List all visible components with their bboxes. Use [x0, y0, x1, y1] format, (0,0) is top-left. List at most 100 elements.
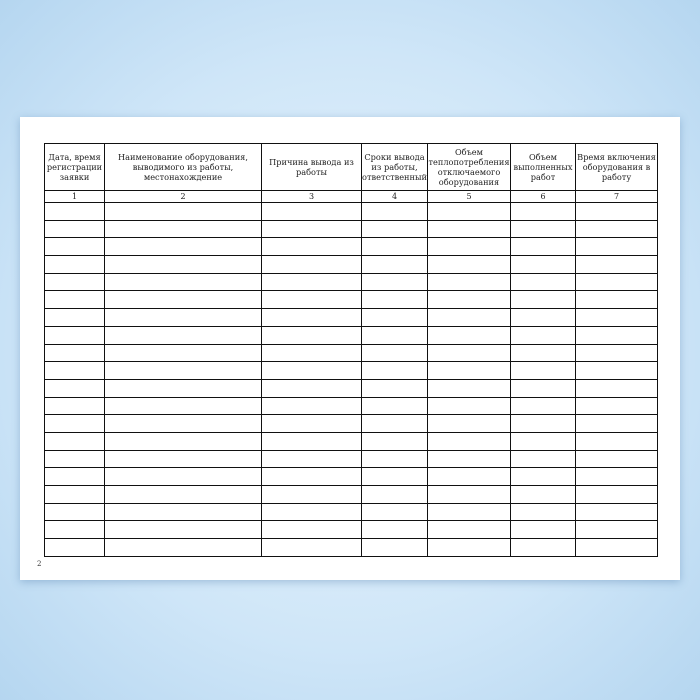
- empty-cell: [510, 414, 576, 433]
- empty-cell: [44, 467, 105, 486]
- column-number: 2: [104, 190, 262, 203]
- empty-cell: [427, 467, 511, 486]
- empty-cell: [361, 290, 428, 310]
- empty-cell: [510, 538, 576, 557]
- empty-cell: [44, 237, 105, 257]
- empty-cell: [261, 255, 362, 274]
- empty-cell: [261, 219, 362, 239]
- empty-cell: [44, 202, 105, 221]
- empty-cell: [361, 325, 428, 345]
- empty-cell: [104, 255, 262, 274]
- empty-cell: [261, 414, 362, 433]
- empty-cell: [427, 520, 511, 540]
- empty-cell: [104, 396, 262, 416]
- header-cell: Причина вывода из работы: [261, 143, 362, 191]
- empty-cell: [261, 467, 362, 486]
- empty-cell: [44, 290, 105, 310]
- empty-cell: [427, 502, 511, 522]
- empty-cell: [361, 202, 428, 221]
- header-cell: Объем теплопотребления отключаемого обор…: [427, 143, 511, 191]
- empty-cell: [575, 290, 658, 310]
- empty-cell: [510, 520, 576, 540]
- empty-cell: [44, 361, 105, 380]
- empty-cell: [427, 414, 511, 433]
- empty-cell: [361, 361, 428, 380]
- empty-cell: [361, 485, 428, 504]
- empty-cell: [361, 219, 428, 239]
- table-row: [44, 449, 658, 469]
- empty-cell: [104, 485, 262, 504]
- empty-cell: [104, 237, 262, 257]
- empty-cell: [510, 255, 576, 274]
- empty-cell: [427, 485, 511, 504]
- empty-cell: [104, 361, 262, 380]
- empty-cell: [44, 378, 105, 398]
- empty-cell: [427, 325, 511, 345]
- empty-cell: [510, 343, 576, 363]
- empty-cell: [510, 378, 576, 398]
- empty-cell: [575, 485, 658, 504]
- empty-cell: [427, 255, 511, 274]
- table-row: [44, 308, 658, 327]
- empty-cell: [510, 308, 576, 327]
- empty-cell: [44, 308, 105, 327]
- empty-cell: [427, 272, 511, 292]
- table-row: [44, 361, 658, 380]
- empty-cell: [44, 449, 105, 469]
- empty-cell: [575, 502, 658, 522]
- table-row: [44, 378, 658, 398]
- empty-cell: [575, 538, 658, 557]
- empty-cell: [104, 467, 262, 486]
- table-row: [44, 255, 658, 274]
- empty-cell: [427, 202, 511, 221]
- empty-cell: [44, 219, 105, 239]
- equipment-log-table: Дата, время регистрации заявки Наименова…: [44, 143, 658, 557]
- empty-cell: [261, 202, 362, 221]
- empty-cell: [104, 378, 262, 398]
- empty-cell: [427, 449, 511, 469]
- empty-cell: [575, 520, 658, 540]
- empty-cell: [104, 219, 262, 239]
- empty-cell: [361, 502, 428, 522]
- empty-cell: [261, 378, 362, 398]
- header-cell: Объем выполненных работ: [510, 143, 576, 191]
- empty-cell: [261, 485, 362, 504]
- empty-cell: [261, 325, 362, 345]
- empty-cell: [361, 237, 428, 257]
- empty-cell: [575, 361, 658, 380]
- empty-cell: [44, 396, 105, 416]
- table-row: [44, 396, 658, 416]
- empty-cell: [104, 290, 262, 310]
- empty-cell: [575, 255, 658, 274]
- empty-cell: [361, 449, 428, 469]
- empty-cell: [575, 343, 658, 363]
- table-row: [44, 538, 658, 557]
- header-cell: Наименование оборудования, выводимого из…: [104, 143, 262, 191]
- empty-cell: [261, 538, 362, 557]
- empty-cell: [261, 272, 362, 292]
- empty-cell: [261, 343, 362, 363]
- empty-cell: [575, 396, 658, 416]
- table-row: [44, 290, 658, 310]
- empty-cell: [261, 396, 362, 416]
- empty-cell: [44, 485, 105, 504]
- empty-cell: [510, 290, 576, 310]
- table-row: [44, 219, 658, 239]
- empty-cell: [427, 538, 511, 557]
- empty-cell: [575, 325, 658, 345]
- empty-cell: [510, 467, 576, 486]
- header-cell: Время включения оборудования в работу: [575, 143, 658, 191]
- empty-cell: [510, 485, 576, 504]
- empty-cell: [44, 255, 105, 274]
- empty-cell: [361, 396, 428, 416]
- empty-cell: [44, 272, 105, 292]
- empty-cell: [510, 325, 576, 345]
- empty-cell: [44, 431, 105, 451]
- table-row: [44, 414, 658, 433]
- header-cell: Дата, время регистрации заявки: [44, 143, 105, 191]
- empty-cell: [261, 308, 362, 327]
- empty-cell: [510, 219, 576, 239]
- empty-cell: [104, 343, 262, 363]
- column-number: 1: [44, 190, 105, 203]
- empty-cell: [427, 396, 511, 416]
